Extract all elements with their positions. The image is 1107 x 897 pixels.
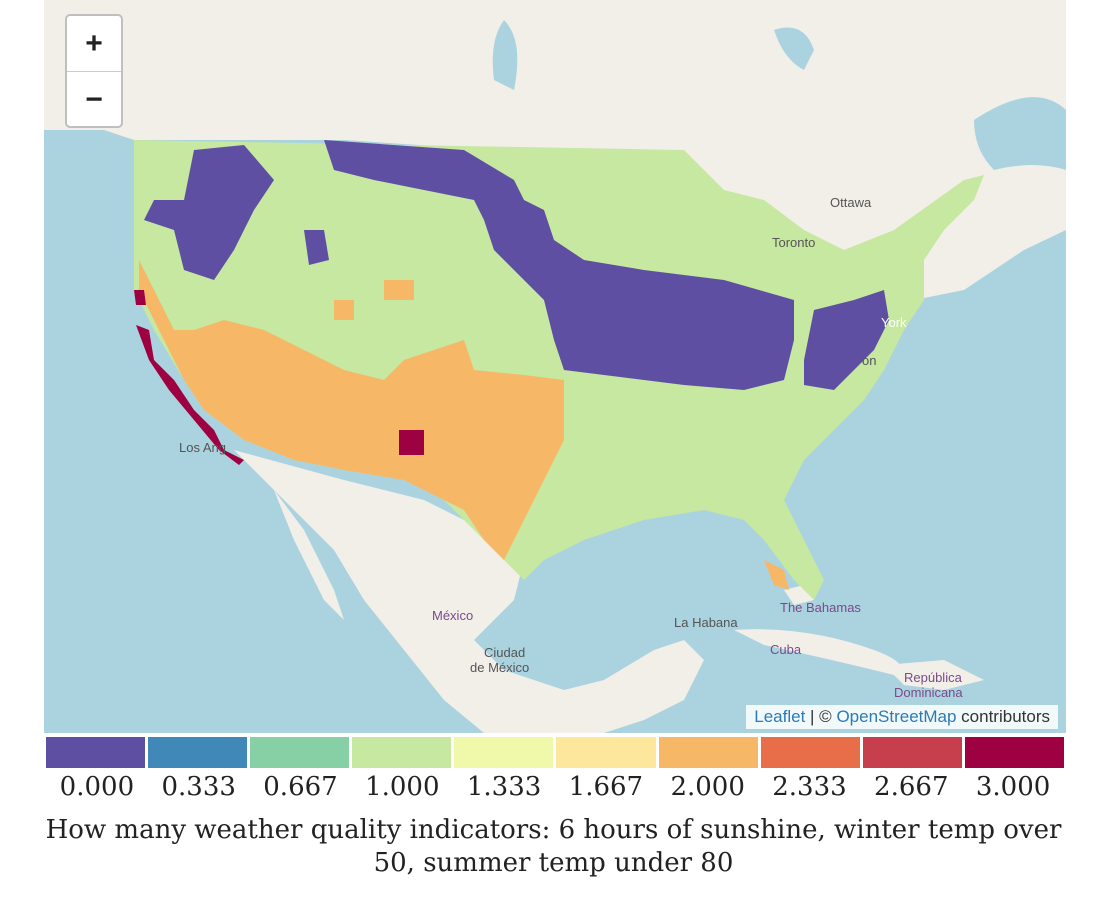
attribution-separator: | © — [805, 707, 837, 726]
legend-tick-label: 1.000 — [365, 772, 440, 802]
usa-region-0-east — [804, 290, 889, 390]
choropleth-map[interactable]: Ottawa Toronto York Los Ang México Ciuda… — [44, 0, 1066, 733]
legend-swatch-1 — [148, 737, 248, 768]
legend-swatch-5 — [556, 737, 656, 768]
usa-region-0-west — [144, 145, 274, 280]
legend-tick-label: 3.000 — [975, 772, 1051, 802]
usa-region-2 — [139, 260, 564, 560]
legend-swatch-3 — [352, 737, 452, 768]
city-label-la-habana: La Habana — [674, 615, 738, 630]
city-label-los-angeles: Los Ang — [179, 440, 226, 455]
legend-swatch-2 — [250, 737, 350, 768]
city-label-partial: on — [862, 353, 877, 368]
leaflet-link[interactable]: Leaflet — [754, 707, 806, 726]
usa-region-3 — [136, 325, 244, 465]
zoom-control: + − — [65, 14, 123, 128]
country-label-cuba: Cuba — [770, 642, 802, 657]
zoom-divider — [67, 71, 121, 72]
legend-tick-label: 0.333 — [161, 772, 236, 802]
legend-swatch-8 — [862, 737, 962, 768]
city-label-toronto: Toronto — [772, 235, 816, 250]
legend-swatch-9 — [964, 737, 1064, 768]
country-label-bahamas: The Bahamas — [780, 600, 861, 615]
legend-swatch-7 — [760, 737, 860, 768]
attribution-suffix: contributors — [956, 707, 1050, 726]
legend-tick-label: 0.667 — [263, 772, 338, 802]
map-attribution: Leaflet | © OpenStreetMap contributors — [746, 705, 1058, 729]
legend-tick-label: 2.667 — [874, 772, 949, 802]
legend-swatch-6 — [658, 737, 758, 768]
legend-tick-label: 0.000 — [59, 772, 135, 802]
country-label-dominicana: Dominicana — [894, 685, 963, 700]
city-label-ciudad: Ciudad — [484, 645, 526, 660]
legend-swatch-0 — [46, 737, 146, 768]
mexico-land — [234, 450, 704, 733]
country-label-republica: República — [904, 670, 962, 685]
usa-region-0-north — [324, 140, 794, 390]
usa-region-1 — [134, 140, 984, 600]
map-tiles — [44, 0, 1066, 733]
color-legend — [46, 737, 1064, 768]
city-label-de-mexico: de México — [470, 660, 530, 675]
legend-tick-label: 1.333 — [466, 772, 542, 802]
zoom-out-button[interactable]: − — [85, 82, 103, 116]
legend-tick-label: 2.000 — [670, 772, 745, 802]
legend-tick-label: 2.333 — [772, 772, 847, 802]
city-label-york: York — [881, 315, 907, 330]
osm-link[interactable]: OpenStreetMap — [836, 707, 957, 726]
legend-caption: How many weather quality indicators: 6 h… — [45, 815, 1062, 878]
legend-ticks: 0.000 0.333 0.667 1.000 1.333 1.667 2.00… — [46, 772, 1064, 802]
zoom-in-button[interactable]: + — [85, 26, 103, 60]
city-label-ottawa: Ottawa — [830, 195, 872, 210]
country-label-mexico: México — [432, 608, 474, 623]
legend-swatch-4 — [454, 737, 554, 768]
legend-tick-label: 1.667 — [568, 772, 644, 802]
